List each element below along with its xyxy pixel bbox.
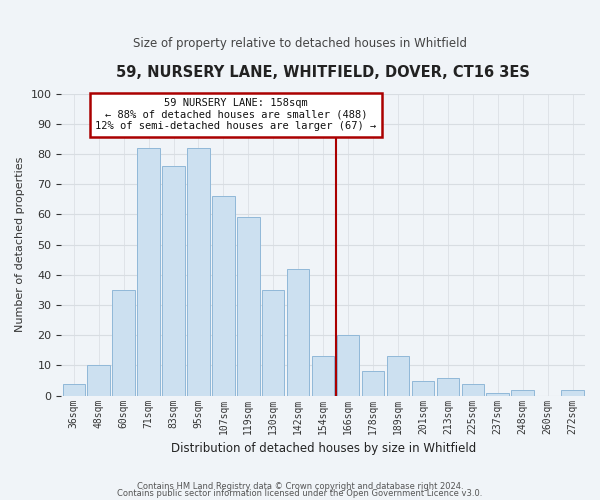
Bar (287, 269, 310, 396)
Bar (62, 384, 85, 396)
Bar (162, 166, 185, 396)
Bar (137, 148, 160, 396)
Bar (487, 392, 509, 396)
Bar (187, 148, 209, 396)
Text: Size of property relative to detached houses in Whitfield: Size of property relative to detached ho… (133, 38, 467, 51)
Bar (511, 390, 534, 396)
Bar (362, 372, 384, 396)
Title: 59, NURSERY LANE, WHITFIELD, DOVER, CT16 3ES: 59, NURSERY LANE, WHITFIELD, DOVER, CT16… (116, 65, 530, 80)
Bar (412, 380, 434, 396)
Bar (461, 384, 484, 396)
Y-axis label: Number of detached properties: Number of detached properties (15, 157, 25, 332)
Text: Contains HM Land Registry data © Crown copyright and database right 2024.: Contains HM Land Registry data © Crown c… (137, 482, 463, 491)
Bar (262, 290, 284, 396)
Bar (312, 356, 334, 396)
X-axis label: Distribution of detached houses by size in Whitfield: Distribution of detached houses by size … (170, 442, 476, 455)
Bar (562, 390, 584, 396)
Text: Contains public sector information licensed under the Open Government Licence v3: Contains public sector information licen… (118, 490, 482, 498)
Bar (387, 356, 409, 396)
Bar (237, 218, 260, 396)
Bar (88, 366, 110, 396)
Bar (212, 196, 235, 396)
Text: 59 NURSERY LANE: 158sqm
← 88% of detached houses are smaller (488)
12% of semi-d: 59 NURSERY LANE: 158sqm ← 88% of detache… (95, 98, 376, 132)
Bar (437, 378, 459, 396)
Bar (337, 335, 359, 396)
Bar (112, 290, 135, 396)
